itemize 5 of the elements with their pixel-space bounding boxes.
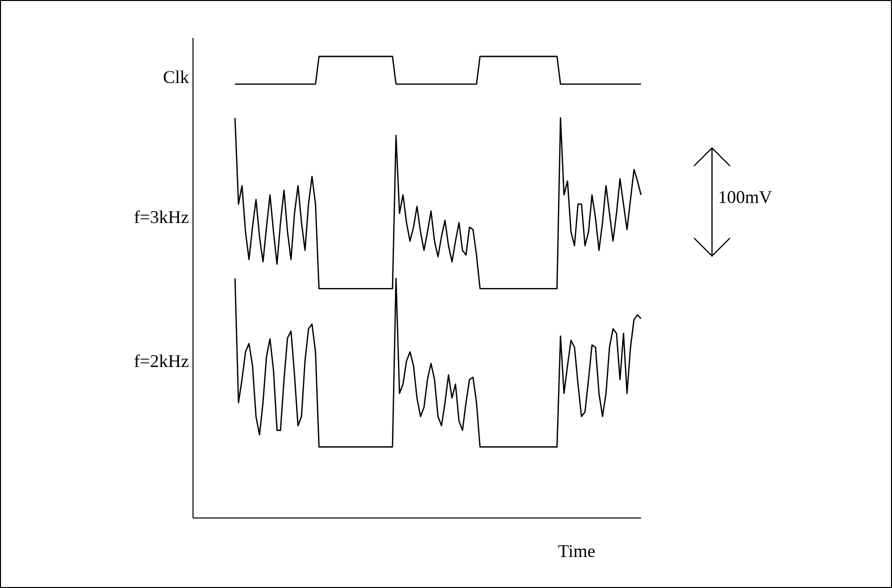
x-axis-title: Time	[558, 541, 596, 562]
text: f=2kHz	[134, 351, 189, 372]
text: f=3kHz	[134, 207, 189, 228]
text: Clk	[162, 67, 189, 88]
text: 100mV	[718, 187, 772, 208]
